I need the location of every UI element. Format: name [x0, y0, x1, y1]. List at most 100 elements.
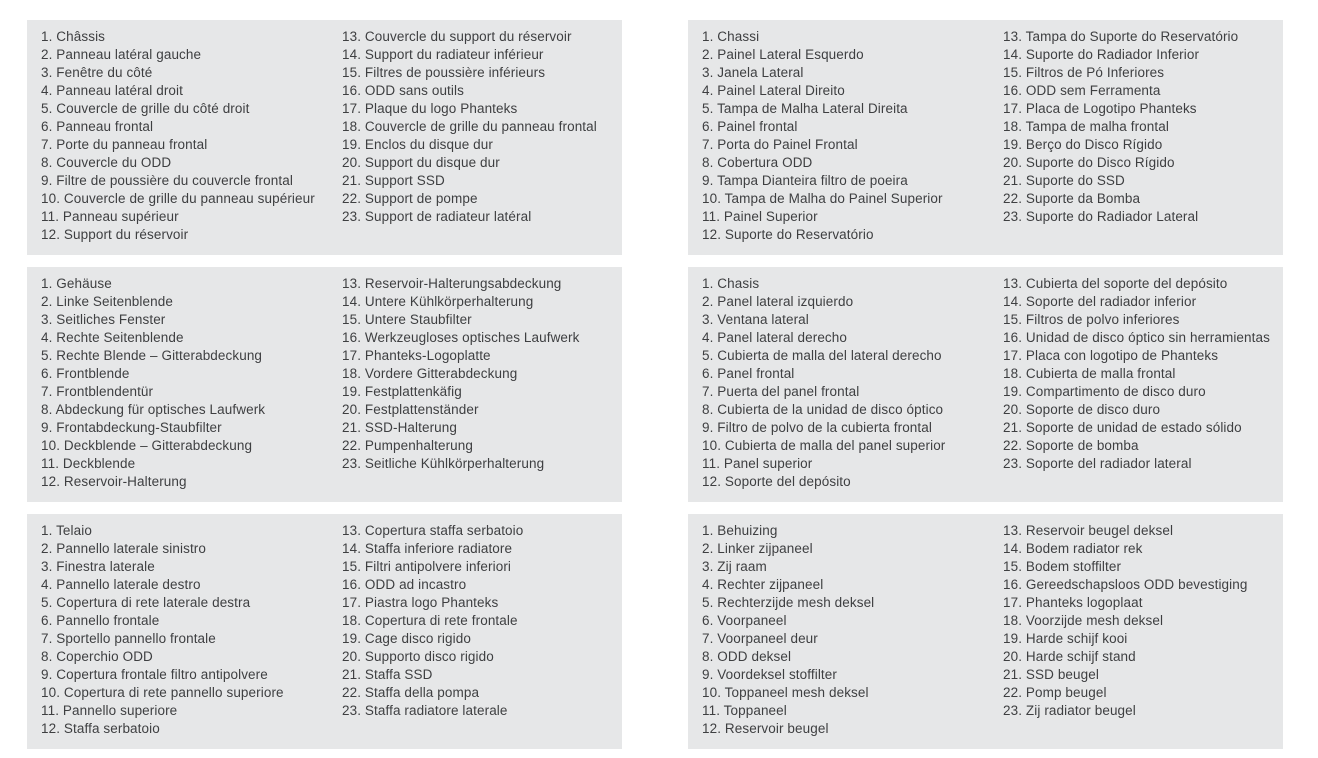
list-item: 8. Cubierta de la unidad de disco óptico — [702, 402, 944, 417]
list-item: 17. Piastra logo Phanteks — [342, 595, 499, 610]
parts-list-column-13-23: 13. Couvercle du support du réservoir 14.… — [342, 28, 616, 255]
list-item: 20. Soporte de disco duro — [1003, 402, 1161, 417]
panels-grid: 1. Châssis 2. Panneau latéral gauche 3. Fe… — [27, 20, 1283, 749]
list-item: 23. Seitliche Kühlkörperhalterung — [342, 456, 545, 471]
list-item: 1. Gehäuse — [41, 276, 112, 291]
list-item: 8. Cobertura ODD — [702, 155, 813, 170]
list-item: 21. Support SSD — [342, 173, 445, 188]
list-item: 2. Pannello laterale sinistro — [41, 541, 206, 556]
list-item: 10. Tampa de Malha do Painel Superior — [702, 191, 943, 206]
list-item: 9. Frontabdeckung-Staubfilter — [41, 420, 222, 435]
list-item: 23. Soporte del radiador lateral — [1003, 456, 1192, 471]
list-item: 15. Filtri antipolvere inferiori — [342, 559, 512, 574]
list-item: 3. Finestra laterale — [41, 559, 155, 574]
list-item: 8. Abdeckung für optisches Laufwerk — [41, 402, 266, 417]
list-item: 7. Porta do Painel Frontal — [702, 137, 858, 152]
list-item: 9. Voordeksel stoffilter — [702, 667, 837, 682]
parts-list-column-13-23: 13. Reservoir beugel deksel 14. Bodem rad… — [1003, 522, 1277, 749]
list-item: 6. Voorpaneel — [702, 613, 787, 628]
parts-list-panel-dutch: 1. Behuizing 2. Linker zijpaneel 3. Zij ra… — [688, 514, 1283, 749]
list-item: 9. Filtre de poussière du couvercle fron… — [41, 173, 293, 188]
list-item: 16. Werkzeugloses optisches Laufwerk — [342, 330, 580, 345]
list-item: 20. Festplattenständer — [342, 402, 479, 417]
list-item: 14. Bodem radiator rek — [1003, 541, 1143, 556]
list-item: 19. Cage disco rigido — [342, 631, 471, 646]
list-item: 13. Copertura staffa serbatoio — [342, 523, 524, 538]
list-item: 2. Linker zijpaneel — [702, 541, 813, 556]
list-item: 7. Voorpaneel deur — [702, 631, 818, 646]
list-item: 22. Suporte da Bomba — [1003, 191, 1141, 206]
list-item: 19. Enclos du disque dur — [342, 137, 493, 152]
list-item: 17. Plaque du logo Phanteks — [342, 101, 518, 116]
list-item: 3. Zij raam — [702, 559, 767, 574]
list-item: 10. Cubierta de malla del panel superior — [702, 438, 946, 453]
list-item: 7. Puerta del panel frontal — [702, 384, 860, 399]
list-item: 16. Gereedschapsloos ODD bevestiging — [1003, 577, 1248, 592]
list-item: 3. Fenêtre du côté — [41, 65, 153, 80]
list-item: 18. Voorzijde mesh deksel — [1003, 613, 1164, 628]
list-item: 11. Painel Superior — [702, 209, 818, 224]
list-item: 4. Panel lateral derecho — [702, 330, 847, 345]
list-item: 13. Cubierta del soporte del depósito — [1003, 276, 1228, 291]
list-item: 21. SSD-Halterung — [342, 420, 458, 435]
list-item: 22. Pomp beugel — [1003, 685, 1107, 700]
list-item: 18. Couvercle de grille du panneau front… — [342, 119, 597, 134]
list-item: 4. Rechte Seitenblende — [41, 330, 184, 345]
list-item: 19. Harde schijf kooi — [1003, 631, 1128, 646]
list-item: 20. Harde schijf stand — [1003, 649, 1136, 664]
list-item: 5. Couvercle de grille du côté droit — [41, 101, 250, 116]
list-item: 21. Soporte de unidad de estado sólido — [1003, 420, 1242, 435]
list-item: 13. Reservoir beugel deksel — [1003, 523, 1174, 538]
list-item: 20. Suporte do Disco Rígido — [1003, 155, 1175, 170]
list-item: 19. Festplattenkäfig — [342, 384, 462, 399]
parts-list-column-1-12: 1. Chasis 2. Panel lateral izquierdo 3. Ve… — [702, 275, 1003, 502]
list-item: 13. Reservoir-Halterungsabdeckung — [342, 276, 562, 291]
parts-list-panel-italian: 1. Telaio 2. Pannello laterale sinistro 3.… — [27, 514, 622, 749]
parts-list-panel-spanish: 1. Chasis 2. Panel lateral izquierdo 3. Ve… — [688, 267, 1283, 502]
list-item: 18. Cubierta de malla frontal — [1003, 366, 1176, 381]
list-item: 16. ODD sans outils — [342, 83, 464, 98]
list-item: 22. Soporte de bomba — [1003, 438, 1139, 453]
list-item: 17. Phanteks-Logoplatte — [342, 348, 491, 363]
parts-list-column-13-23: 13. Copertura staffa serbatoio 14. Staffa… — [342, 522, 616, 749]
list-item: 18. Vordere Gitterabdeckung — [342, 366, 518, 381]
list-item: 4. Painel Lateral Direito — [702, 83, 845, 98]
list-item: 4. Panneau latéral droit — [41, 83, 183, 98]
list-item: 3. Ventana lateral — [702, 312, 809, 327]
list-item: 12. Support du réservoir — [41, 227, 189, 242]
parts-list-column-1-12: 1. Gehäuse 2. Linke Seitenblende 3. Seitli… — [41, 275, 342, 502]
list-item: 5. Tampa de Malha Lateral Direita — [702, 101, 908, 116]
list-item: 15. Filtres de poussière inférieurs — [342, 65, 546, 80]
list-item: 6. Frontblende — [41, 366, 130, 381]
parts-list-column-1-12: 1. Behuizing 2. Linker zijpaneel 3. Zij ra… — [702, 522, 1003, 749]
list-item: 8. ODD deksel — [702, 649, 792, 664]
list-item: 12. Reservoir-Halterung — [41, 474, 187, 489]
list-item: 2. Linke Seitenblende — [41, 294, 173, 309]
list-item: 21. SSD beugel — [1003, 667, 1099, 682]
list-item: 5. Copertura di rete laterale destra — [41, 595, 251, 610]
list-item: 5. Cubierta de malla del lateral derecho — [702, 348, 942, 363]
list-item: 8. Coperchio ODD — [41, 649, 153, 664]
list-item: 14. Staffa inferiore radiatore — [342, 541, 513, 556]
list-item: 12. Staffa serbatoio — [41, 721, 160, 736]
parts-list-column-13-23: 13. Reservoir-Halterungsabdeckung 14. Unt… — [342, 275, 616, 502]
list-item: 18. Copertura di rete frontale — [342, 613, 518, 628]
list-item: 21. Suporte do SSD — [1003, 173, 1125, 188]
list-item: 11. Pannello superiore — [41, 703, 178, 718]
list-item: 14. Untere Kühlkörperhalterung — [342, 294, 534, 309]
list-item: 22. Support de pompe — [342, 191, 478, 206]
list-item: 23. Suporte do Radiador Lateral — [1003, 209, 1199, 224]
list-item: 1. Telaio — [41, 523, 92, 538]
list-item: 1. Chasis — [702, 276, 760, 291]
list-item: 9. Copertura frontale filtro antipolvere — [41, 667, 268, 682]
parts-list-panel-french: 1. Châssis 2. Panneau latéral gauche 3. Fe… — [27, 20, 622, 255]
list-item: 1. Chassi — [702, 29, 760, 44]
list-item: 14. Support du radiateur inférieur — [342, 47, 544, 62]
list-item: 15. Filtros de Pó Inferiores — [1003, 65, 1165, 80]
list-item: 12. Soporte del depósito — [702, 474, 851, 489]
list-item: 23. Staffa radiatore laterale — [342, 703, 508, 718]
list-item: 7. Porte du panneau frontal — [41, 137, 208, 152]
parts-list-panel-portuguese: 1. Chassi 2. Painel Lateral Esquerdo 3. Ja… — [688, 20, 1283, 255]
parts-list-column-13-23: 13. Cubierta del soporte del depósito 14.… — [1003, 275, 1277, 502]
